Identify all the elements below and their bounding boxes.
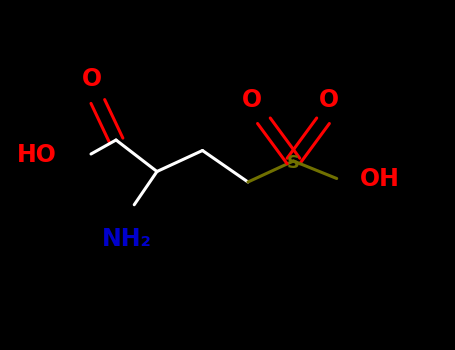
Text: S: S — [287, 154, 300, 172]
Text: OH: OH — [359, 167, 399, 191]
Text: O: O — [82, 67, 102, 91]
Text: O: O — [318, 88, 339, 112]
Text: O: O — [242, 88, 262, 112]
Text: HO: HO — [17, 143, 57, 167]
Text: NH₂: NH₂ — [101, 228, 152, 252]
